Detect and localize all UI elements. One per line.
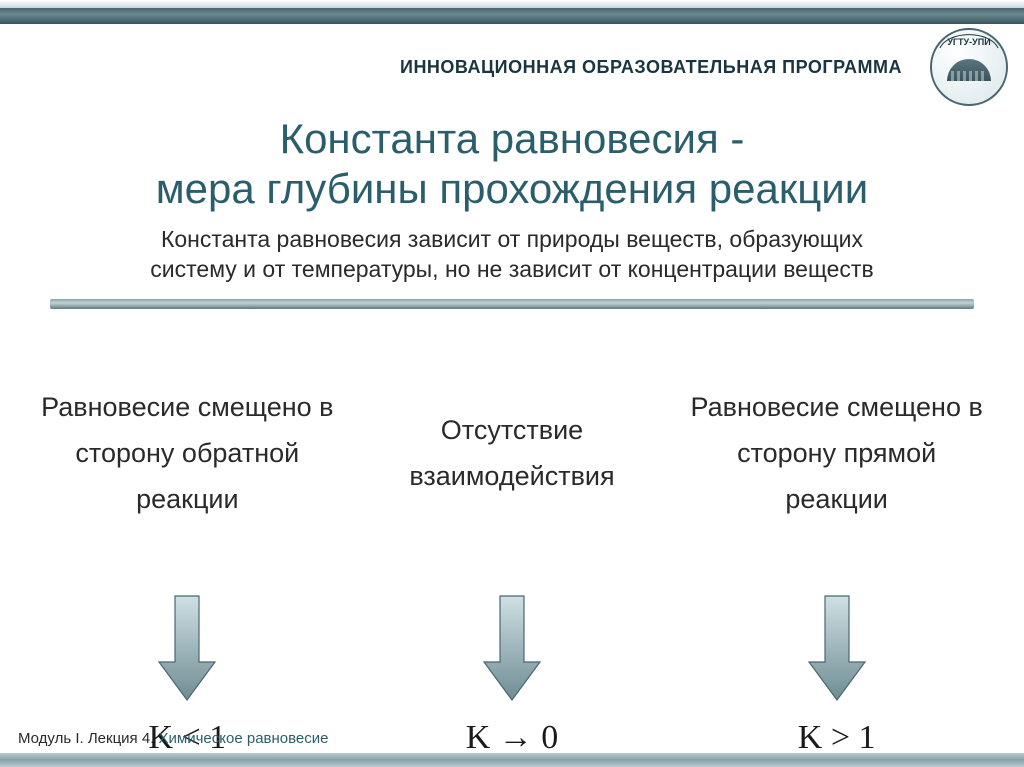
decor-bar-light — [0, 0, 1024, 8]
column-text: Равновесие смещено в сторону прямой реак… — [687, 339, 987, 569]
decor-bar-dark — [0, 8, 1024, 24]
divider-bar — [50, 299, 974, 309]
subtitle-line-1: Константа равновесия зависит от природы … — [50, 225, 974, 255]
program-label: ИННОВАЦИОННАЯ ОБРАЗОВАТЕЛЬНАЯ ПРОГРАММА — [400, 57, 902, 78]
down-arrow-icon — [807, 589, 867, 709]
down-arrow-icon — [157, 589, 217, 709]
column-left: Равновесие смещено в сторону обратной ре… — [37, 339, 337, 757]
footer-text: Модуль I. Лекция 4. Химическое равновеси… — [18, 730, 329, 747]
footer-bar — [0, 753, 1024, 767]
title-line-2: мера глубины прохождения реакции — [40, 164, 984, 214]
slide-subtitle: Константа равновесия зависит от природы … — [0, 221, 1024, 293]
column-text: Отсутствие взаимодействия — [362, 339, 662, 569]
footer-prefix: Модуль I. Лекция 4. — [18, 730, 159, 747]
footer-accent: Химическое равновесие — [159, 730, 329, 747]
university-logo: УГТУ-УПИ — [930, 28, 1008, 106]
columns-container: Равновесие смещено в сторону обратной ре… — [0, 309, 1024, 757]
down-arrow-icon — [482, 589, 542, 709]
formula: K > 1 — [798, 719, 876, 757]
formula: K → 0 — [466, 719, 559, 757]
header: ИННОВАЦИОННАЯ ОБРАЗОВАТЕЛЬНАЯ ПРОГРАММА … — [0, 24, 1024, 108]
logo-text: УГТУ-УПИ — [947, 37, 990, 47]
subtitle-line-2: систему и от температуры, но не зависит … — [50, 255, 974, 285]
column-middle: Отсутствие взаимодействия K → 0 — [362, 339, 662, 757]
title-line-1: Константа равновесия - — [40, 114, 984, 164]
slide-title: Константа равновесия - мера глубины прох… — [0, 108, 1024, 221]
column-right: Равновесие смещено в сторону прямой реак… — [687, 339, 987, 757]
column-text: Равновесие смещено в сторону обратной ре… — [37, 339, 337, 569]
